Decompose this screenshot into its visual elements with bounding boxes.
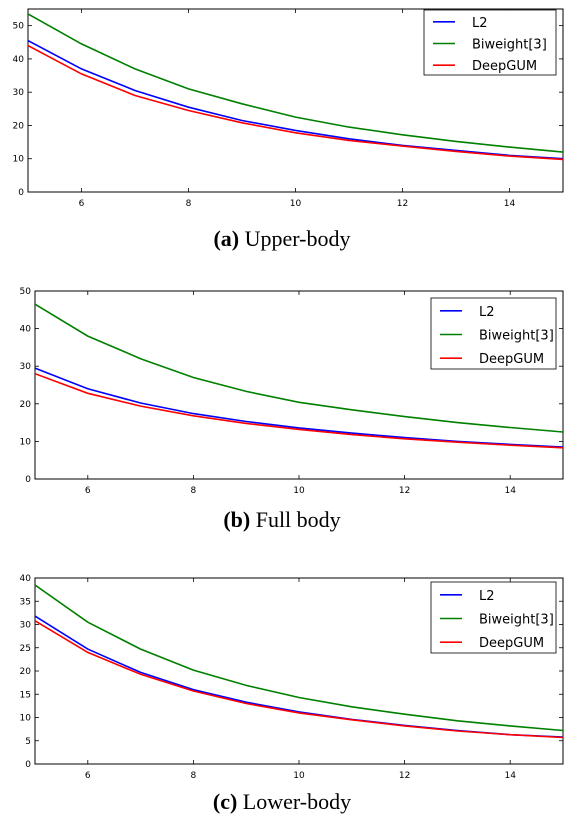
- y-tick-label: 10: [20, 437, 32, 447]
- x-tick-label: 8: [191, 486, 197, 496]
- series-line-biweight-3: [35, 303, 563, 433]
- x-tick-label: 14: [504, 486, 516, 496]
- series-line-biweight-3: [28, 13, 563, 153]
- y-tick-label: 50: [20, 287, 32, 297]
- y-tick-label: 50: [13, 22, 25, 32]
- legend-box: [430, 297, 557, 370]
- figure-caption: (a) Upper-body: [213, 226, 350, 251]
- x-tick-label: 10: [290, 199, 302, 209]
- x-tick-label: 10: [293, 486, 305, 496]
- legend-label: L2: [479, 305, 495, 320]
- x-tick-label: 8: [191, 771, 197, 781]
- legend-label: L2: [472, 16, 488, 31]
- y-tick-label: 10: [20, 714, 32, 724]
- legend-box: [423, 9, 557, 76]
- legend-label: Biweight[3]: [479, 329, 554, 344]
- y-tick-label: 40: [13, 55, 25, 65]
- caption-text: Upper-body: [239, 226, 350, 251]
- y-tick-label: 40: [20, 325, 32, 335]
- caption-text: Full body: [250, 507, 340, 532]
- x-tick-label: 8: [186, 199, 192, 209]
- y-tick-label: 0: [18, 188, 24, 198]
- x-tick-label: 6: [85, 486, 91, 496]
- legend-label: DeepGUM: [479, 636, 544, 651]
- caption-label: (a): [213, 226, 239, 251]
- legend-label: DeepGUM: [479, 352, 544, 367]
- caption-text: Lower-body: [237, 789, 351, 814]
- x-tick-label: 10: [293, 771, 305, 781]
- chart-panel-2: 0 10 20 30 40 50 6 8 10 12 14 L2 Biweight[3] DeepGUM (…: [20, 287, 564, 532]
- series-line-l2: [28, 39, 563, 160]
- chart-panel-1: 0 10 20 30 40 50 6 8 10 12 14 L2 Biweight[3] DeepGUM (…: [13, 8, 564, 251]
- y-tick-label: 30: [13, 88, 25, 98]
- series-line-deepgum: [35, 620, 563, 739]
- legend: L2 Biweight[3] DeepGUM: [423, 9, 557, 76]
- y-tick-label: 20: [13, 121, 25, 131]
- x-tick-label: 12: [399, 486, 410, 496]
- chart-panel-3: 0 5 10 15 20 25 30 35 40 6 8 10 12 14 L2 Biweight[3] Dee…: [20, 574, 564, 814]
- caption-label: (b): [223, 507, 250, 532]
- y-tick-label: 20: [20, 400, 32, 410]
- x-tick-label: 14: [504, 199, 516, 209]
- y-tick-label: 0: [25, 475, 31, 485]
- x-tick-label: 6: [85, 771, 91, 781]
- figure-caption: (c) Lower-body: [213, 789, 351, 814]
- y-tick-label: 30: [20, 362, 32, 372]
- y-tick-label: 30: [20, 621, 32, 631]
- x-tick-label: 6: [79, 199, 85, 209]
- x-tick-label: 12: [399, 771, 410, 781]
- series-line-biweight-3: [35, 584, 563, 732]
- legend-box: [430, 581, 557, 654]
- legend-label: Biweight[3]: [479, 613, 554, 628]
- series-line-deepgum: [28, 44, 563, 161]
- y-tick-label: 40: [20, 574, 32, 584]
- y-tick-label: 20: [20, 667, 32, 677]
- y-tick-label: 5: [25, 737, 31, 747]
- x-tick-label: 12: [397, 199, 408, 209]
- legend-label: DeepGUM: [472, 59, 537, 74]
- y-tick-label: 25: [20, 644, 31, 654]
- y-tick-label: 0: [25, 760, 31, 770]
- series-line-l2: [35, 367, 563, 448]
- series-line-deepgum: [35, 372, 563, 449]
- x-tick-label: 14: [504, 771, 516, 781]
- figure-caption: (b) Full body: [223, 507, 340, 532]
- legend-label: L2: [479, 589, 495, 604]
- y-tick-label: 15: [20, 690, 31, 700]
- y-tick-label: 35: [20, 597, 31, 607]
- legend: L2 Biweight[3] DeepGUM: [430, 581, 557, 654]
- caption-label: (c): [213, 789, 237, 814]
- legend: L2 Biweight[3] DeepGUM: [430, 297, 557, 370]
- y-tick-label: 10: [13, 155, 25, 165]
- legend-label: Biweight[3]: [472, 38, 547, 53]
